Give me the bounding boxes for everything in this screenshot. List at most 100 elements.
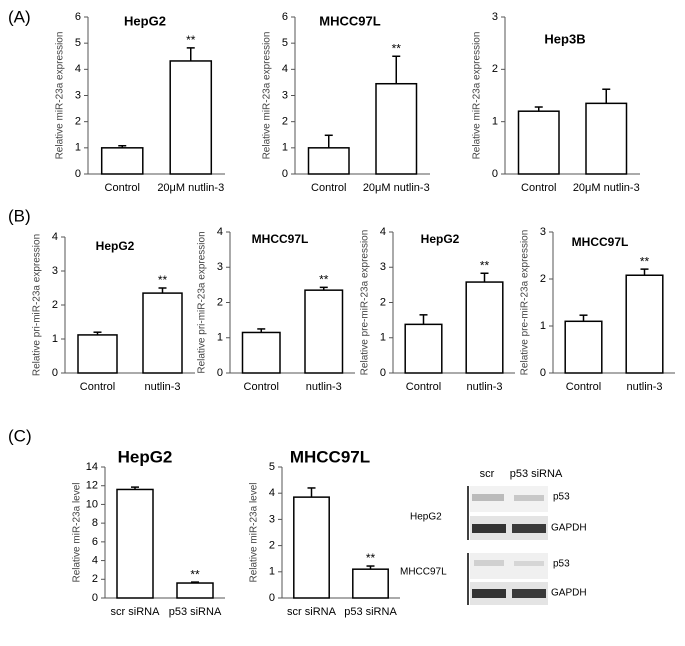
chart-title: HepG2 — [118, 447, 173, 466]
y-tick-label: 4 — [52, 231, 58, 243]
chart-title: HepG2 — [421, 232, 460, 246]
significance: ** — [190, 567, 200, 581]
y-axis-label: Relative miR-23a expression — [472, 32, 483, 160]
significance: ** — [640, 254, 650, 268]
bar — [352, 568, 389, 599]
bar — [585, 102, 628, 175]
bar — [564, 320, 603, 374]
y-tick-label: 2 — [217, 296, 223, 308]
x-tick-label: 20μM nutlin-3 — [363, 182, 430, 194]
panel-label: (C) — [8, 426, 32, 445]
y-axis-label: Relative pri-miR-23a expression — [32, 234, 43, 376]
y-tick-label: 0 — [380, 367, 386, 379]
bar — [293, 496, 330, 599]
y-tick-label: 3 — [380, 261, 386, 273]
y-tick-label: 4 — [269, 487, 275, 499]
bar — [404, 323, 443, 374]
y-tick-label: 2 — [380, 296, 386, 308]
y-axis-label: Relative miR-23a expression — [55, 32, 66, 160]
bar — [625, 274, 664, 374]
x-tick-label: p53 siRNA — [169, 606, 222, 618]
y-tick-label: 3 — [492, 11, 498, 23]
blot-column: p53 siRNA — [510, 468, 563, 480]
significance: ** — [319, 273, 329, 287]
x-tick-label: nutlin-3 — [626, 381, 662, 393]
y-axis-label: Relative pri-miR-23a expression — [197, 231, 208, 373]
significance: ** — [480, 258, 490, 272]
blot-band: p53 — [553, 559, 570, 570]
y-tick-label: 1 — [75, 142, 81, 154]
chart-title: MHCC97L — [252, 232, 309, 246]
y-tick-label: 8 — [92, 517, 98, 529]
y-tick-label: 3 — [217, 261, 223, 273]
panel-label: (B) — [8, 206, 31, 225]
x-tick-label: Control — [406, 381, 441, 393]
bar — [465, 281, 504, 374]
y-tick-label: 4 — [75, 63, 81, 75]
bar — [116, 488, 154, 599]
y-axis-label: Relative miR-23a level — [249, 482, 260, 582]
y-tick-label: 1 — [282, 142, 288, 154]
y-tick-label: 6 — [75, 11, 81, 23]
blot-group: HepG2 — [410, 512, 442, 523]
y-tick-label: 3 — [75, 89, 81, 101]
y-tick-label: 4 — [380, 226, 386, 238]
y-tick-label: 1 — [52, 333, 58, 345]
x-tick-label: scr siRNA — [111, 606, 161, 618]
y-tick-label: 5 — [75, 37, 81, 49]
significance: ** — [186, 33, 196, 47]
y-axis-label: Relative miR-23a level — [72, 482, 83, 582]
y-tick-label: 3 — [52, 265, 58, 277]
y-tick-label: 2 — [492, 63, 498, 75]
x-tick-label: 20μM nutlin-3 — [157, 182, 224, 194]
x-tick-label: Control — [244, 381, 279, 393]
y-tick-label: 0 — [52, 367, 58, 379]
y-axis-label: Relative pre-miR-23a expression — [360, 230, 371, 376]
y-tick-label: 6 — [282, 11, 288, 23]
y-tick-label: 0 — [492, 168, 498, 180]
bar — [100, 147, 144, 175]
y-tick-label: 2 — [540, 273, 546, 285]
y-tick-label: 0 — [75, 168, 81, 180]
bar — [304, 289, 344, 374]
bar — [77, 334, 118, 374]
chart-title: MHCC97L — [290, 447, 370, 466]
y-tick-label: 14 — [86, 461, 98, 473]
x-tick-label: Control — [521, 182, 556, 194]
y-tick-label: 3 — [540, 226, 546, 238]
y-tick-label: 1 — [217, 332, 223, 344]
y-tick-label: 4 — [282, 63, 288, 75]
blot-band: GAPDH — [551, 588, 587, 599]
y-tick-label: 0 — [217, 367, 223, 379]
blot-column: scr — [480, 468, 495, 480]
chart-title: MHCC97L — [572, 235, 629, 249]
bar — [307, 147, 350, 175]
y-tick-label: 1 — [380, 332, 386, 344]
x-tick-label: 20μM nutlin-3 — [573, 182, 640, 194]
y-tick-label: 0 — [282, 168, 288, 180]
x-tick-label: nutlin-3 — [144, 381, 180, 393]
blot-band: p53 — [553, 492, 570, 503]
chart-title: HepG2 — [124, 13, 166, 28]
y-tick-label: 5 — [269, 461, 275, 473]
x-tick-label: Control — [80, 381, 115, 393]
chart-title: MHCC97L — [319, 13, 380, 28]
y-tick-label: 4 — [217, 226, 223, 238]
y-tick-label: 0 — [269, 592, 275, 604]
y-tick-label: 4 — [92, 554, 98, 566]
bar — [517, 110, 560, 175]
bar — [169, 60, 213, 175]
x-tick-label: nutlin-3 — [466, 381, 502, 393]
y-tick-label: 3 — [269, 513, 275, 525]
y-tick-label: 1 — [492, 116, 498, 128]
blot-group: MHCC97L — [400, 567, 447, 578]
x-tick-label: p53 siRNA — [344, 606, 397, 618]
x-tick-label: Control — [311, 182, 346, 194]
x-tick-label: nutlin-3 — [306, 381, 342, 393]
y-tick-label: 10 — [86, 498, 98, 510]
significance: ** — [392, 41, 402, 55]
chart-title: HepG2 — [96, 239, 135, 253]
x-tick-label: scr siRNA — [287, 606, 337, 618]
significance: ** — [158, 273, 168, 287]
